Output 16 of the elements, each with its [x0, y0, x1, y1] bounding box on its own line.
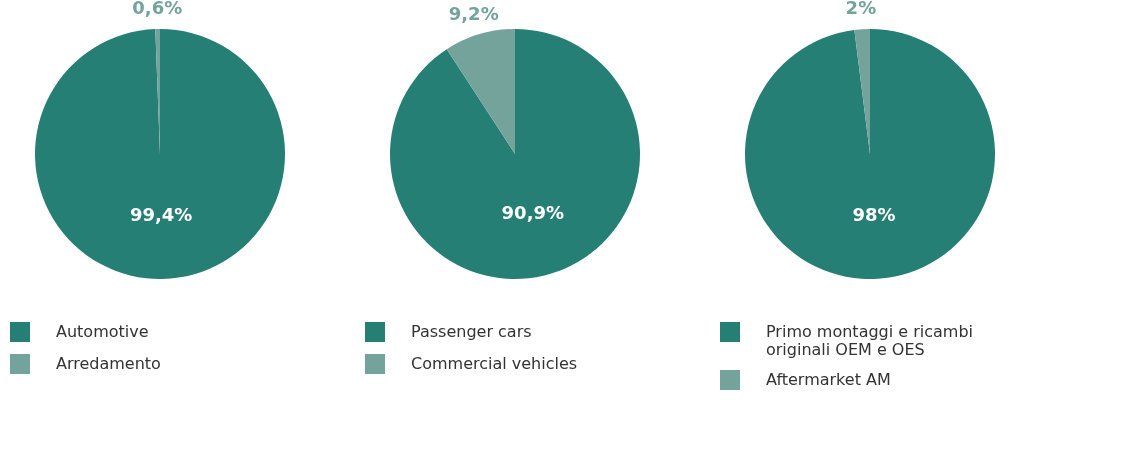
data-label: 90,9%	[501, 201, 565, 223]
legend-label: Passenger cars	[411, 322, 532, 341]
data-label: 0,6%	[132, 0, 183, 19]
legend-label: Aftermarket AM	[766, 370, 891, 389]
legend-label: Commercial vehicles	[411, 354, 578, 373]
legend-label: Primo montaggi e ricambi originali OEM e OES	[766, 322, 974, 359]
pie-slice	[745, 29, 995, 279]
data-label: 2%	[845, 0, 877, 19]
legend-label: Automotive	[56, 322, 149, 341]
pie-slice	[390, 29, 640, 279]
data-label: 98%	[852, 204, 896, 226]
legend-label: Arredamento	[56, 354, 161, 373]
pie-slice	[35, 29, 285, 279]
data-label: 9,2%	[448, 3, 499, 24]
data-label: 99,4%	[129, 204, 193, 226]
pie-slice	[446, 29, 515, 154]
